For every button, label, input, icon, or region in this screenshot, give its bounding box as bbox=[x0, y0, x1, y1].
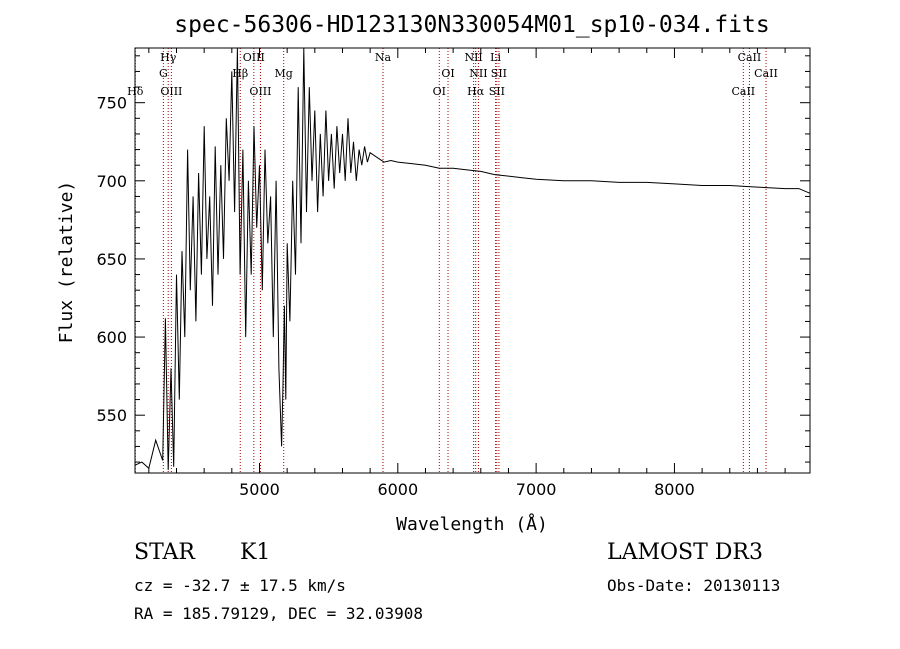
y-axis: 550 600 650 700 750 bbox=[96, 55, 810, 463]
line-label-9: OI bbox=[433, 85, 446, 98]
line-label-5: OIII bbox=[243, 51, 265, 64]
y-tick-label: 550 bbox=[96, 406, 127, 425]
line-label-12: Hα bbox=[467, 85, 485, 98]
object-class: STAR bbox=[134, 540, 195, 565]
line-label-7: Mg bbox=[275, 67, 293, 80]
line-label-16: SII bbox=[491, 67, 507, 80]
x-tick-label: 7000 bbox=[516, 480, 557, 499]
chart-title: spec-56306-HD123130N330054M01_sp10-034.f… bbox=[174, 12, 769, 38]
y-axis-label: Flux (relative) bbox=[56, 181, 77, 344]
line-label-18: CaII bbox=[738, 51, 762, 64]
line-label-3: OIII bbox=[160, 85, 182, 98]
line-label-17: CaII bbox=[731, 85, 755, 98]
y-tick-label: 750 bbox=[96, 94, 127, 113]
line-label-1: Hγ bbox=[160, 51, 177, 64]
x-axis: 5000 6000 7000 8000 bbox=[148, 48, 786, 499]
redshift-value: cz = -32.7 ± 17.5 km/s bbox=[134, 576, 346, 595]
spectrum-line bbox=[134, 47, 811, 470]
object-subclass: K1 bbox=[240, 540, 271, 565]
line-label-10: OI bbox=[441, 67, 454, 80]
x-axis-label: Wavelength (Å) bbox=[396, 513, 548, 535]
y-tick-label: 700 bbox=[96, 172, 127, 191]
observation-date: Obs-Date: 20130113 bbox=[607, 576, 781, 595]
coordinates: RA = 185.79129, DEC = 32.03908 bbox=[134, 604, 423, 623]
line-label-19: CaII bbox=[754, 67, 778, 80]
y-tick-label: 650 bbox=[96, 250, 127, 269]
x-tick-label: 8000 bbox=[654, 480, 695, 499]
line-label-11: NII bbox=[464, 51, 482, 64]
line-label-14: Li bbox=[490, 51, 501, 64]
line-label-4: Hβ bbox=[232, 67, 248, 80]
survey-name: LAMOST DR3 bbox=[607, 540, 763, 565]
line-label-8: Na bbox=[375, 51, 392, 64]
plot-frame bbox=[134, 47, 811, 474]
line-label-2: G bbox=[159, 67, 168, 80]
line-label-13: NII bbox=[469, 67, 487, 80]
x-tick-label: 6000 bbox=[377, 480, 418, 499]
x-tick-label: 5000 bbox=[239, 480, 280, 499]
y-tick-label: 600 bbox=[96, 328, 127, 347]
line-label-6: OIII bbox=[249, 85, 271, 98]
emission-line-labels: HδHγGOIIIHβOIIIOIIIMgNaOIOINIIHαNIILiSII… bbox=[127, 51, 778, 98]
line-label-15: SII bbox=[489, 85, 505, 98]
emission-line-markers bbox=[134, 48, 767, 473]
